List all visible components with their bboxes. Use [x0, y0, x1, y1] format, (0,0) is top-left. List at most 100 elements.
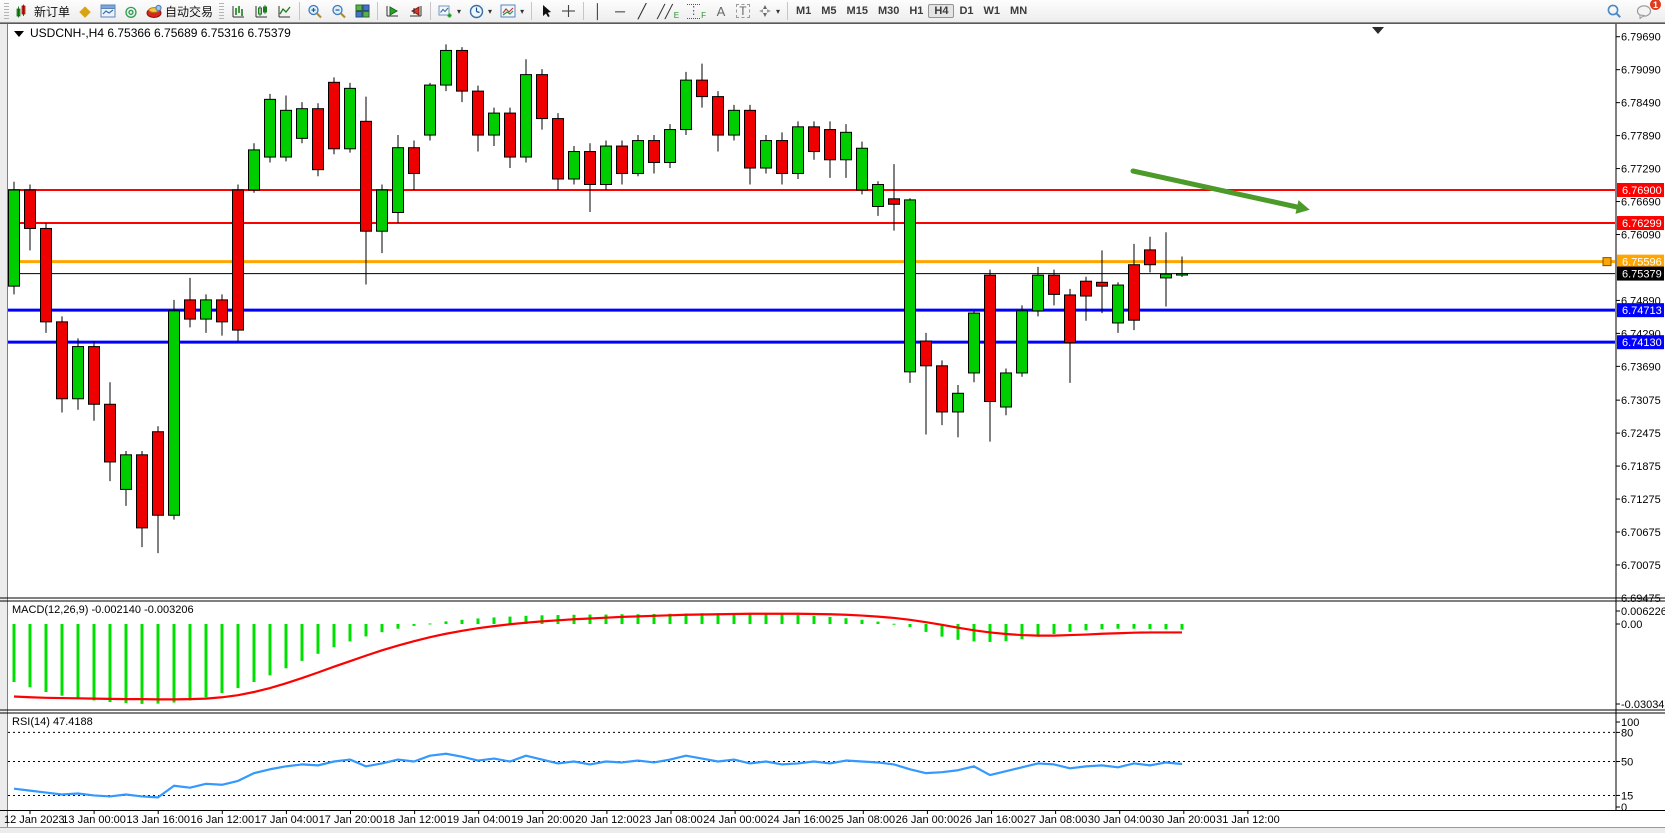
market-watch-button[interactable]: ◆	[74, 1, 96, 21]
macd-histogram-bar	[636, 614, 640, 624]
new-order-label: 新订单	[34, 4, 71, 19]
autotrade-button[interactable]: 自动交易	[142, 1, 217, 21]
tab-timeframe-w1[interactable]: W1	[983, 5, 1001, 17]
time-label: 19 Jan 04:00	[447, 814, 511, 826]
template-button[interactable]: ▾	[496, 1, 528, 21]
new-order-button[interactable]: 新订单	[12, 1, 74, 21]
macd-histogram-bar	[1148, 624, 1152, 630]
chart-shift-marker[interactable]	[1372, 27, 1384, 34]
candle	[520, 59, 532, 163]
macd-histogram-bar	[460, 619, 464, 624]
candle-body	[360, 120, 372, 232]
macd-histogram-bar	[1116, 624, 1120, 629]
toolbar-grip[interactable]	[4, 3, 9, 19]
text-tool-button[interactable]: A	[710, 1, 732, 21]
line-chart-button[interactable]	[273, 1, 296, 21]
price-badge	[1617, 335, 1664, 350]
tab-timeframe-m5[interactable]: M5	[821, 5, 837, 17]
chat-bubble-icon	[1636, 4, 1652, 19]
candle-body	[712, 96, 724, 136]
toolbar-grip[interactable]	[219, 3, 225, 19]
fibonacci-tool-button[interactable]: ⋮ F	[683, 1, 710, 21]
bar-chart-button[interactable]	[227, 1, 250, 21]
text-label-tool-button[interactable]: T	[732, 1, 754, 21]
vline-tool-button[interactable]: │	[587, 1, 609, 21]
candle	[696, 63, 708, 108]
navigator-icon	[100, 4, 116, 18]
candle	[568, 146, 580, 185]
time-label: 16 Jan 12:00	[190, 814, 254, 826]
trend-arrow[interactable]	[1130, 168, 1300, 210]
candle	[552, 113, 564, 190]
symbol-collapse-icon[interactable]	[14, 31, 24, 37]
tab-timeframe-d1[interactable]: D1	[959, 5, 974, 17]
macd-histogram-bar	[748, 613, 752, 624]
macd-histogram-bar	[652, 613, 656, 624]
trendline-tool-button[interactable]: ╱	[631, 1, 653, 21]
candle-body	[168, 310, 180, 516]
tab-timeframe-m30[interactable]: M30	[877, 5, 900, 17]
candle	[1000, 368, 1012, 416]
tab-timeframe-h1[interactable]: H1	[909, 5, 924, 17]
search-button[interactable]	[1602, 1, 1626, 21]
price-badge	[1617, 266, 1664, 281]
price-tick-label: 6.76090	[1621, 230, 1661, 242]
candle	[728, 104, 740, 141]
zoom-out-button[interactable]	[327, 1, 351, 21]
chart-shift-button[interactable]	[404, 1, 427, 21]
candle-body	[264, 98, 276, 158]
trend-arrow-head[interactable]	[1295, 200, 1310, 214]
auto-scroll-button[interactable]	[381, 1, 404, 21]
time-label: 30 Jan 04:00	[1088, 814, 1152, 826]
candle-body	[88, 346, 100, 405]
candle	[8, 181, 20, 295]
candle	[616, 140, 628, 185]
crosshair-tool-button[interactable]	[557, 1, 580, 21]
candle-body	[856, 147, 868, 191]
hline-handle[interactable]	[1602, 257, 1612, 267]
candle	[248, 143, 260, 193]
candle	[824, 121, 836, 178]
candle	[1160, 232, 1172, 307]
candle-body	[536, 74, 548, 120]
candlestick-chart-button[interactable]	[250, 1, 273, 21]
tab-timeframe-mn[interactable]: MN	[1010, 5, 1028, 17]
candle	[664, 124, 676, 169]
chat-button[interactable]: 1	[1632, 0, 1662, 21]
macd-histogram-bar	[1068, 624, 1072, 632]
tab-timeframe-h4[interactable]: H4	[928, 4, 955, 18]
candle-body	[1096, 281, 1108, 287]
arrows-tool-button[interactable]: ▾	[754, 1, 784, 21]
candle-body	[792, 126, 804, 175]
candle-body	[152, 431, 164, 516]
channel-tool-button[interactable]: ╱╱ E	[653, 1, 683, 21]
macd-histogram-bar	[764, 613, 768, 624]
price-badge-label: 6.75596	[1622, 257, 1662, 269]
tile-windows-button[interactable]	[351, 1, 374, 21]
hline-tool-button[interactable]: ─	[609, 1, 631, 21]
macd-tick-label: 0.00	[1621, 619, 1642, 631]
candle	[1144, 236, 1156, 273]
candlestick-chart-icon	[255, 5, 268, 18]
tab-timeframe-m15[interactable]: M15	[846, 5, 868, 17]
channel-icon: ╱╱	[657, 3, 673, 19]
price-badge-label: 6.76900	[1622, 185, 1662, 197]
signals-button[interactable]: ◎	[120, 1, 142, 21]
add-indicator-button[interactable]: ▾	[434, 1, 465, 21]
candle	[792, 121, 804, 180]
candle-body	[584, 151, 596, 186]
candle	[1032, 266, 1044, 317]
period-button[interactable]: ▾	[465, 1, 496, 21]
navigator-button[interactable]	[96, 1, 120, 21]
zoom-in-button[interactable]	[303, 1, 327, 21]
template-icon	[500, 4, 516, 18]
macd-histogram-bar	[220, 624, 224, 694]
dropdown-caret: ▾	[520, 6, 525, 16]
candle-body	[136, 454, 148, 529]
macd-histogram-bar	[1052, 624, 1056, 635]
rsi-tick-label: 50	[1621, 757, 1633, 769]
tab-timeframe-m1[interactable]: M1	[795, 5, 812, 17]
cursor-tool-button[interactable]	[535, 1, 557, 21]
price-badge	[1617, 254, 1664, 269]
